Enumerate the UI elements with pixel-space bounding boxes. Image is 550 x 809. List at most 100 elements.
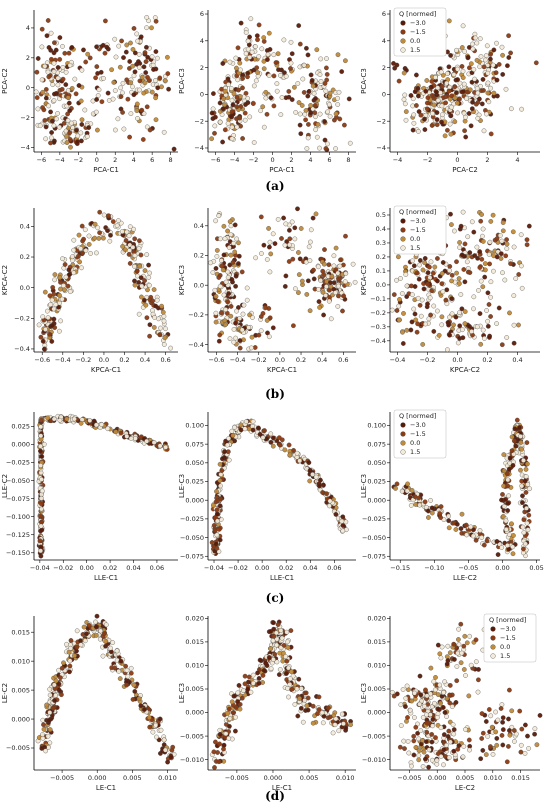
scatter-point bbox=[523, 490, 529, 495]
scatter-point bbox=[277, 442, 283, 448]
scatter-point bbox=[508, 50, 513, 56]
y-tick-label: 0.015 bbox=[11, 628, 30, 636]
scatter-point bbox=[437, 682, 443, 688]
scatter-point bbox=[458, 292, 464, 297]
y-tick-label: 0.3 bbox=[376, 239, 386, 247]
scatter-point bbox=[476, 288, 481, 293]
scatter-point bbox=[422, 256, 428, 261]
scatter-point bbox=[231, 91, 237, 97]
scatter-point bbox=[399, 488, 405, 494]
scatter-point bbox=[130, 47, 136, 52]
scatter-point bbox=[460, 75, 466, 80]
scatter-point bbox=[97, 230, 102, 236]
scatter-point bbox=[412, 311, 418, 317]
scatter-point bbox=[445, 347, 450, 353]
scatter-point bbox=[39, 527, 45, 533]
scatter-point bbox=[126, 233, 132, 239]
scatter-point bbox=[217, 283, 223, 289]
scatter-point bbox=[151, 325, 157, 330]
scatter-point bbox=[35, 106, 41, 112]
scatter-point bbox=[87, 55, 93, 61]
scatter-point bbox=[447, 268, 452, 273]
scatter-point bbox=[275, 622, 281, 627]
scatter-point bbox=[157, 332, 163, 337]
y-tick-label: 0 bbox=[382, 91, 386, 99]
scatter-point bbox=[250, 672, 256, 678]
scatter-point bbox=[38, 433, 44, 439]
scatter-point bbox=[487, 261, 492, 267]
scatter-point bbox=[58, 318, 63, 324]
scatter-point bbox=[69, 120, 74, 126]
x-tick-label: 0 bbox=[95, 156, 99, 164]
scatter-point bbox=[470, 41, 475, 47]
scatter-point bbox=[297, 458, 303, 464]
scatter-point bbox=[502, 277, 508, 283]
scatter-point bbox=[463, 673, 468, 678]
scatter-point bbox=[494, 321, 499, 326]
scatter-point bbox=[439, 271, 445, 276]
y-tick-label: −4 bbox=[376, 144, 386, 152]
scatter-point bbox=[477, 96, 482, 102]
scatter-point bbox=[466, 693, 472, 699]
scatter-point bbox=[402, 101, 408, 107]
y-tick-label: 0.005 bbox=[185, 685, 204, 693]
legend-marker bbox=[490, 653, 496, 659]
scatter-point bbox=[280, 658, 286, 664]
scatter-point bbox=[391, 693, 397, 699]
scatter-point bbox=[110, 219, 116, 224]
scatter-point bbox=[469, 79, 475, 85]
scatter-point bbox=[455, 77, 460, 82]
scatter-point bbox=[272, 651, 278, 657]
scatter-point bbox=[469, 329, 474, 334]
scatter-point bbox=[87, 418, 93, 423]
scatter-point bbox=[112, 88, 118, 93]
scatter-point bbox=[35, 56, 41, 61]
scatter-point bbox=[229, 86, 234, 91]
scatter-point bbox=[165, 71, 171, 76]
scatter-point bbox=[428, 498, 433, 503]
scatter-point bbox=[137, 78, 143, 84]
scatter-point bbox=[283, 95, 289, 101]
scatter-point bbox=[475, 255, 480, 261]
scatter-point bbox=[98, 69, 104, 75]
scatter-point bbox=[442, 679, 447, 685]
scatter-point bbox=[479, 212, 484, 217]
scatter-point bbox=[306, 122, 311, 127]
x-tick-label: 0.0 bbox=[452, 356, 462, 364]
scatter-point bbox=[518, 467, 523, 473]
scatter-point bbox=[436, 332, 442, 338]
scatter-point bbox=[443, 297, 449, 303]
scatter-point bbox=[510, 229, 516, 235]
y-tick-label: −0.4 bbox=[370, 337, 386, 345]
scatter-point bbox=[465, 89, 470, 95]
scatter-point bbox=[446, 513, 451, 519]
scatter-point bbox=[435, 706, 441, 712]
scatter-point bbox=[255, 670, 260, 676]
scatter-point bbox=[292, 702, 298, 707]
y-tick-label: −0.2 bbox=[188, 311, 204, 319]
scatter-point bbox=[319, 710, 325, 716]
scatter-point bbox=[485, 323, 491, 329]
scatter-point bbox=[300, 719, 306, 725]
scatter-point bbox=[413, 724, 419, 730]
scatter-point bbox=[226, 457, 232, 463]
scatter-point bbox=[299, 278, 305, 284]
scatter-point bbox=[457, 240, 462, 245]
scatter-point bbox=[426, 747, 432, 753]
scatter-point bbox=[222, 102, 227, 108]
scatter-point bbox=[396, 303, 402, 309]
scatter-point bbox=[416, 129, 421, 134]
y-tick-label: −0.2 bbox=[14, 314, 30, 322]
scatter-point bbox=[102, 50, 108, 56]
scatter-point bbox=[213, 319, 219, 325]
scatter-point bbox=[153, 303, 159, 309]
scatter-point bbox=[451, 727, 457, 732]
scatter-point bbox=[430, 717, 436, 722]
scatter-point bbox=[149, 25, 154, 31]
scatter-point bbox=[128, 665, 134, 671]
scatter-point bbox=[121, 126, 127, 132]
scatter-point bbox=[67, 669, 72, 675]
legend-entry: −3.0 bbox=[410, 217, 426, 225]
scatter-point bbox=[295, 81, 301, 86]
legend-marker bbox=[400, 449, 406, 455]
